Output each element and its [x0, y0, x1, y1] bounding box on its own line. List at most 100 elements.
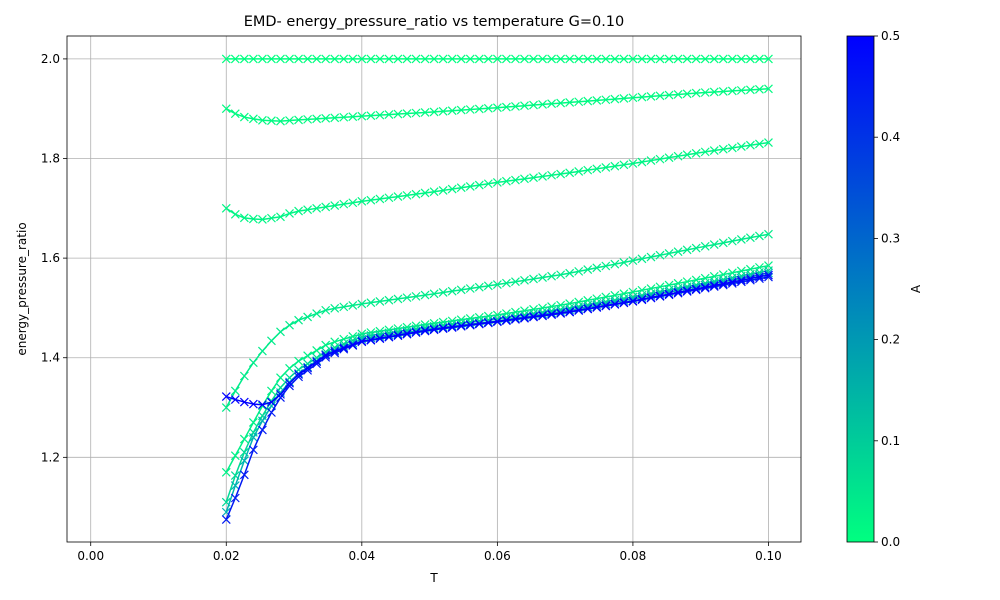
data-point: [664, 153, 674, 163]
data-point: [402, 109, 412, 118]
data-point: [339, 343, 349, 353]
data-point: [221, 392, 231, 401]
data-point: [312, 309, 322, 318]
data-point: [267, 336, 276, 346]
data-point: [366, 298, 376, 308]
data-point: [574, 97, 584, 107]
data-point: [348, 112, 358, 122]
data-point: [248, 358, 258, 368]
data-point: [700, 283, 710, 293]
data-point: [718, 87, 728, 96]
data-point: [375, 333, 385, 343]
y-tick-label: 2.0: [41, 52, 60, 66]
data-point: [257, 425, 267, 435]
data-point: [646, 252, 656, 262]
data-point: [492, 103, 502, 113]
data-point: [384, 332, 394, 342]
data-point: [556, 270, 566, 280]
data-point: [420, 188, 430, 198]
x-axis-label: T: [429, 571, 438, 585]
data-point: [384, 54, 394, 64]
data-point: [628, 54, 638, 64]
data-point: [321, 54, 331, 64]
data-point: [565, 268, 575, 278]
data-point: [691, 285, 701, 295]
data-point: [529, 311, 538, 320]
data-point: [492, 280, 502, 289]
data-point: [646, 54, 656, 64]
data-point: [303, 363, 313, 373]
data-point: [610, 259, 620, 269]
data-point: [700, 88, 710, 97]
data-point: [312, 203, 322, 213]
data-point: [294, 372, 303, 382]
data-point: [664, 249, 674, 258]
data-point: [610, 161, 620, 171]
data-point: [393, 109, 403, 119]
data-point: [267, 213, 276, 223]
data-point: [447, 322, 457, 332]
data-point: [276, 393, 285, 402]
data-point: [628, 296, 638, 306]
data-point: [230, 54, 240, 64]
data-point: [673, 151, 683, 161]
data-point: [230, 209, 240, 219]
data-point: [330, 54, 340, 64]
data-point: [727, 236, 737, 246]
data-point: [411, 54, 421, 64]
data-point: [682, 286, 692, 296]
data-point: [375, 54, 385, 64]
y-tick-label: 1.8: [41, 152, 60, 166]
data-point: [276, 327, 285, 337]
data-point: [221, 54, 231, 64]
colorbar-tick-label: 0.2: [881, 333, 900, 347]
data-point: [312, 359, 322, 369]
data-point: [248, 432, 258, 442]
data-point: [483, 179, 493, 189]
data-point: [474, 180, 484, 190]
y-axis: 1.2 1.4 1.6 1.8 2.0: [41, 52, 67, 464]
data-point: [420, 290, 430, 300]
data-point: [474, 319, 484, 329]
data-point: [429, 107, 439, 117]
data-point: [764, 84, 773, 94]
data-point: [547, 170, 557, 180]
data-point: [230, 109, 240, 119]
data-point: [285, 116, 294, 125]
data-point: [583, 165, 593, 175]
data-point: [465, 181, 475, 191]
data-point: [736, 275, 746, 285]
data-point: [727, 143, 737, 153]
data-point: [628, 159, 638, 168]
colorbar-gradient: [847, 36, 874, 542]
data-point: [574, 266, 584, 276]
plot-frame: [66, 35, 802, 543]
data-point: [393, 330, 403, 340]
data-point: [375, 194, 385, 204]
data-point: [239, 371, 249, 381]
data-point: [294, 315, 303, 325]
data-point: [384, 110, 394, 120]
data-point: [592, 263, 602, 273]
data-point: [267, 54, 276, 64]
data-point: [565, 168, 575, 178]
data-point: [511, 314, 520, 324]
data-point: [267, 386, 276, 396]
data-point: [745, 85, 755, 95]
colorbar-tick-label: 0.3: [881, 231, 900, 245]
data-point: [492, 316, 502, 326]
data-point: [257, 215, 267, 224]
data-point: [718, 280, 728, 290]
series-0: [221, 54, 773, 64]
data-point: [239, 397, 249, 407]
data-point: [601, 54, 611, 64]
data-point: [456, 183, 466, 193]
data-point: [303, 365, 313, 375]
data-point: [520, 313, 529, 323]
data-point: [285, 54, 294, 64]
data-point: [239, 456, 249, 466]
x-tick-label: 0.02: [213, 549, 240, 563]
data-point: [592, 54, 602, 64]
y-tick-label: 1.2: [41, 450, 60, 464]
